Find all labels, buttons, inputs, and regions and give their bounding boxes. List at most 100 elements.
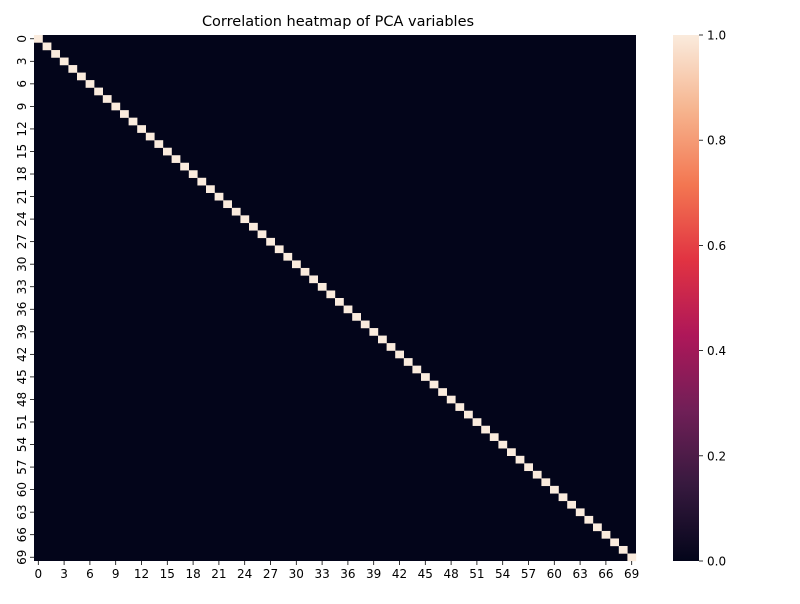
heatmap-cell	[257, 230, 267, 239]
heatmap-cell	[335, 298, 344, 306]
y-tick-label: 3	[15, 57, 29, 65]
y-tick-label: 48	[15, 392, 29, 407]
y-tick-label: 33	[15, 279, 29, 294]
y-tick-label: 24	[15, 211, 29, 226]
heatmap-cell	[42, 42, 52, 51]
heatmap-cell	[593, 523, 602, 532]
heatmap-cell	[128, 117, 138, 126]
heatmap-cell	[421, 373, 430, 381]
x-tick-label: 63	[572, 567, 587, 581]
colorbar-tick-label: 0.0	[707, 555, 726, 569]
y-tick-label: 30	[15, 257, 29, 272]
heatmap-cell	[558, 493, 568, 502]
x-tick-label: 60	[547, 567, 562, 581]
heatmap-cell	[317, 282, 327, 291]
heatmap-cell	[171, 155, 181, 163]
heatmap-cell	[618, 545, 628, 554]
y-tick-label: 9	[15, 103, 29, 111]
x-tick-labels: 0 3 6 9 12 15 18 21 24 27 30 33 36 39 42 45 48 51 54 57 60 63…	[34, 561, 639, 581]
heatmap-cell	[352, 313, 361, 321]
y-tick-label: 45	[15, 369, 29, 384]
y-tick-label: 0	[15, 35, 29, 43]
heatmap-cell	[403, 358, 413, 366]
heatmap-cell	[188, 170, 198, 178]
heatmap-cell	[180, 162, 189, 171]
heatmap-cell	[197, 177, 207, 186]
heatmap-cell	[395, 350, 404, 359]
x-tick-label: 18	[185, 567, 200, 581]
heatmap-cell	[489, 433, 499, 441]
x-tick-label: 15	[160, 567, 175, 581]
heatmap-cell	[274, 245, 284, 254]
heatmap-cell	[550, 485, 559, 494]
y-tick-label: 57	[15, 459, 29, 474]
x-tick-label: 66	[598, 567, 613, 581]
heatmap-cell	[94, 87, 103, 96]
y-tick-label: 27	[15, 234, 29, 249]
heatmap-cell	[145, 132, 155, 141]
colorbar	[673, 35, 699, 561]
x-tick-label: 27	[263, 567, 278, 581]
heatmap-cell	[446, 395, 456, 404]
x-tick-label: 36	[340, 567, 355, 581]
heatmap-cell	[601, 530, 611, 539]
heatmap-cell	[567, 500, 576, 509]
heatmap-cell	[240, 215, 250, 224]
colorbar-tick-label: 0.4	[707, 344, 726, 358]
heatmap-cell	[472, 418, 482, 426]
y-tick-label: 42	[15, 347, 29, 362]
heatmap-cell	[77, 72, 86, 81]
heatmap-cell	[584, 515, 594, 524]
heatmap-cell	[137, 125, 146, 133]
x-tick-label: 24	[237, 567, 252, 581]
heatmap-cell	[34, 35, 43, 43]
x-tick-label: 3	[60, 567, 68, 581]
heatmap-cell	[438, 388, 447, 396]
heatmap-cell	[507, 448, 516, 456]
heatmap-cell	[610, 538, 619, 547]
y-tick-label: 12	[15, 121, 29, 136]
heatmap-cell	[532, 470, 542, 479]
heatmap-cell	[154, 140, 164, 148]
heatmap-cell	[627, 553, 637, 562]
x-tick-label: 42	[392, 567, 407, 581]
x-tick-label: 21	[211, 567, 226, 581]
x-tick-label: 57	[521, 567, 536, 581]
colorbar-tick-label: 0.6	[707, 239, 726, 253]
heatmap-cell	[111, 102, 121, 111]
heatmap-cell	[231, 207, 241, 216]
x-tick-label: 51	[469, 567, 484, 581]
y-tick-label: 69	[15, 550, 29, 565]
heatmap-cell	[541, 478, 551, 487]
heatmap-cell	[498, 440, 508, 449]
y-tick-label: 39	[15, 324, 29, 339]
y-tick-label: 60	[15, 482, 29, 497]
heatmap-cell	[309, 275, 318, 284]
heatmap-cell	[378, 335, 387, 344]
x-tick-label: 45	[418, 567, 433, 581]
x-tick-label: 30	[289, 567, 304, 581]
colorbar-tick-label: 1.0	[707, 29, 726, 43]
y-tick-label: 66	[15, 527, 29, 542]
heatmap-cell	[326, 290, 336, 299]
x-tick-label: 69	[624, 567, 639, 581]
heatmap-cell	[360, 320, 370, 329]
heatmap-cell	[249, 222, 258, 231]
heatmap-cell	[85, 80, 95, 88]
colorbar-ticks: 0.0 0.2 0.4 0.6 0.8 1.0	[699, 29, 726, 569]
y-tick-label: 36	[15, 302, 29, 317]
x-tick-label: 54	[495, 567, 510, 581]
heatmap-cell	[163, 147, 172, 156]
x-tick-label: 0	[34, 567, 42, 581]
y-tick-label: 51	[15, 414, 29, 429]
x-tick-label: 33	[314, 567, 329, 581]
heatmap-cell	[206, 185, 215, 193]
colorbar-tick-label: 0.8	[707, 134, 726, 148]
x-tick-label: 12	[134, 567, 149, 581]
heatmap-cell	[575, 508, 585, 517]
y-tick-label: 63	[15, 505, 29, 520]
y-tick-label: 21	[15, 189, 29, 204]
colorbar-tick-label: 0.2	[707, 449, 726, 463]
